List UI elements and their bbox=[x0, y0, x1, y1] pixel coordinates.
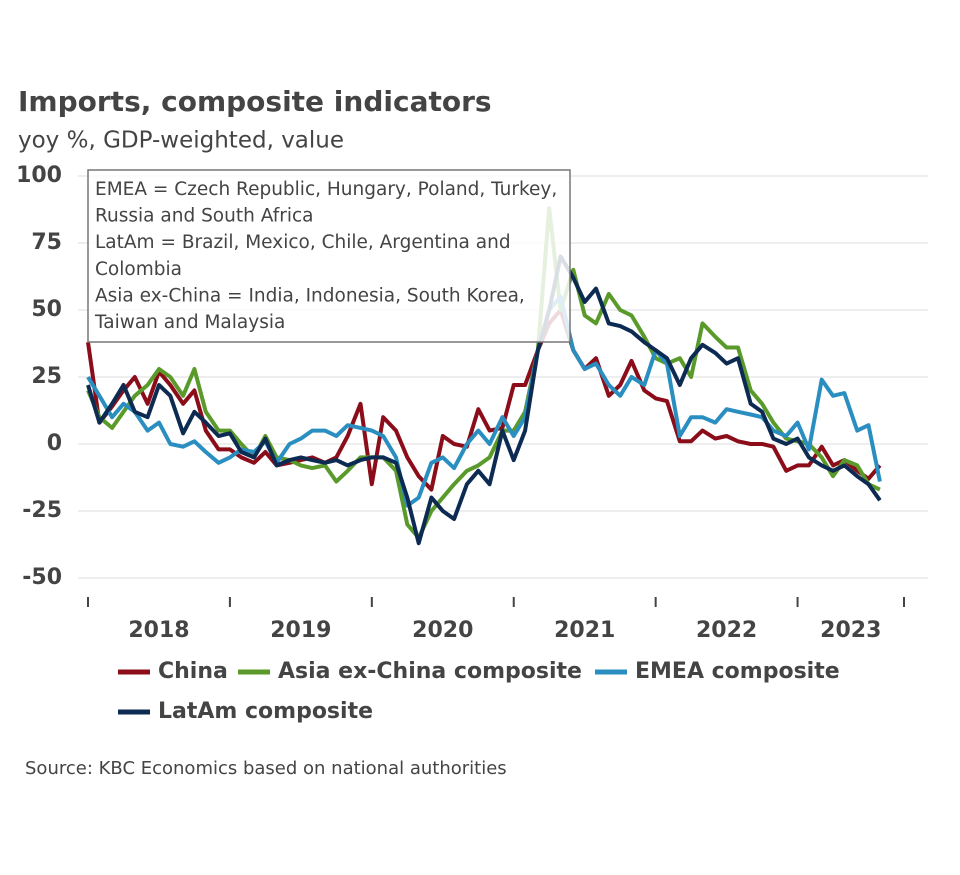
legend-label: EMEA composite bbox=[635, 659, 840, 684]
series-line bbox=[86, 308, 882, 492]
chart-title: Imports, composite indicators bbox=[18, 85, 492, 118]
annotation-text: EMEA = Czech Republic, Hungary, Poland, … bbox=[95, 179, 557, 200]
series-line bbox=[86, 254, 882, 546]
y-tick-label: 0 bbox=[47, 431, 62, 456]
y-tick-label: 25 bbox=[31, 364, 62, 389]
annotation-text: Russia and South Africa bbox=[95, 206, 313, 227]
x-tick-label: 2020 bbox=[412, 618, 473, 643]
annotation-text: Colombia bbox=[95, 259, 182, 280]
legend-label: China bbox=[158, 659, 228, 684]
chart-subtitle: yoy %, GDP-weighted, value bbox=[18, 128, 344, 154]
y-tick-label: 50 bbox=[31, 297, 62, 322]
y-tick-label: -25 bbox=[22, 498, 62, 523]
x-tick-label: 2021 bbox=[554, 618, 615, 643]
source: Source: KBC Economics based on national … bbox=[25, 758, 507, 779]
x-tick-label: 2023 bbox=[820, 618, 881, 643]
x-tick-label: 2022 bbox=[696, 618, 757, 643]
legend-label: Asia ex-China composite bbox=[278, 659, 582, 684]
x-tick-label: 2018 bbox=[128, 618, 189, 643]
annotation-text: LatAm = Brazil, Mexico, Chile, Argentina… bbox=[95, 232, 511, 253]
y-tick-label: 100 bbox=[16, 163, 62, 188]
x-tick-label: 2019 bbox=[270, 618, 331, 643]
series-line bbox=[86, 294, 882, 508]
y-tick-label: 75 bbox=[31, 230, 62, 255]
legend-label: LatAm composite bbox=[158, 699, 373, 724]
series-line bbox=[86, 206, 881, 540]
y-tick-label: -50 bbox=[22, 565, 62, 590]
annotation-box bbox=[87, 169, 571, 343]
annotation-text: Asia ex-China = India, Indonesia, South … bbox=[95, 285, 525, 306]
annotation-text: Taiwan and Malaysia bbox=[94, 312, 285, 333]
